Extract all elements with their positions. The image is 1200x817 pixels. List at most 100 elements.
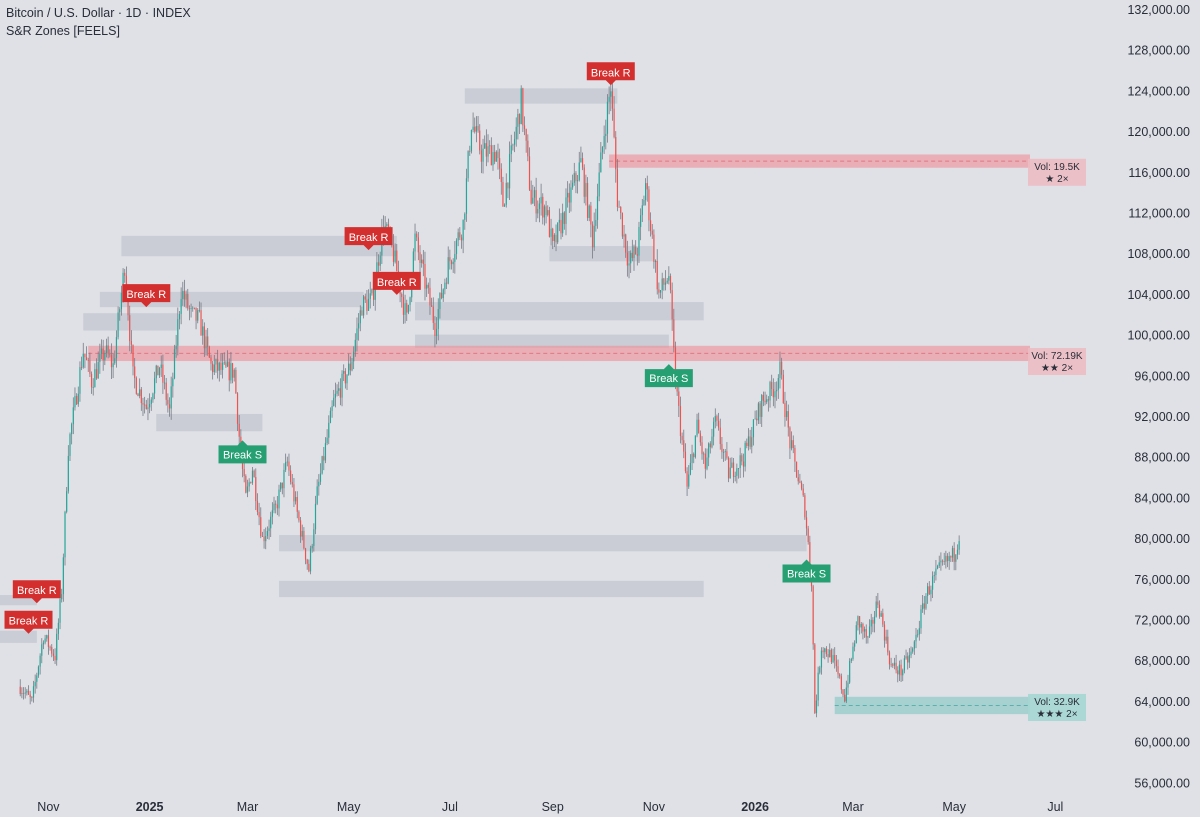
candle-down (613, 108, 615, 137)
zone-volume-label[interactable]: Vol: 32.9K★★★ 2× (1028, 693, 1086, 721)
candle-up (64, 511, 66, 558)
zone-volume-label[interactable]: Vol: 72.19K★★ 2× (1028, 348, 1086, 376)
candle-up (465, 178, 468, 214)
candle-down (825, 648, 828, 655)
break-r-label[interactable]: Break R (12, 580, 61, 604)
candle-down (651, 230, 653, 235)
candle-up (414, 233, 416, 252)
candle-up (329, 410, 332, 423)
candle-up (578, 162, 580, 181)
x-tick-label: May (337, 800, 361, 814)
candle-up (761, 395, 763, 417)
break-r-label[interactable]: Break R (122, 284, 171, 308)
x-tick-label: Mar (842, 800, 864, 814)
candle-up (532, 197, 534, 204)
candle-down (804, 495, 806, 518)
break-r-badge (372, 271, 421, 295)
candle-up (927, 586, 929, 596)
candle-up (79, 367, 81, 394)
candle-up (66, 491, 68, 512)
candle-up (922, 603, 924, 610)
candle-up (442, 289, 444, 299)
candle-down (718, 420, 720, 428)
sr-zones-layer (0, 88, 1031, 715)
x-tick-label: Nov (37, 800, 60, 814)
indicator-title[interactable]: S&R Zones [FEELS] (6, 24, 120, 38)
candle-down (193, 307, 196, 309)
candle-up (860, 623, 862, 628)
candle-down (236, 393, 239, 424)
candle-up (751, 437, 753, 447)
candle-down (872, 619, 874, 624)
candle-down (759, 403, 761, 417)
candle-up (363, 296, 365, 316)
candle-up (97, 362, 99, 379)
break-s-text: Break S (223, 449, 262, 461)
candle-down (298, 511, 300, 521)
candle-down (19, 686, 21, 694)
candle-down (727, 457, 730, 479)
candle-down (134, 366, 136, 378)
y-tick-label: 80,000.00 (1134, 532, 1190, 546)
price-axis[interactable]: 132,000.00 128,000.00 124,000.00 120,000.00… (1127, 3, 1190, 790)
candle-down (563, 212, 565, 224)
candle-up (885, 636, 887, 641)
candle-up (115, 337, 118, 359)
candle-up (537, 208, 539, 214)
candle-up (912, 648, 914, 652)
candle-down (732, 462, 735, 477)
candle-down (188, 308, 191, 310)
candle-up (265, 536, 267, 542)
break-r-label[interactable]: Break R (344, 227, 393, 251)
y-tick-label: 128,000.00 (1127, 44, 1190, 58)
candle-up (321, 456, 323, 474)
candle-down (422, 259, 424, 265)
candle-up (630, 252, 632, 264)
candle-down (220, 362, 222, 370)
candle-up (930, 589, 932, 595)
chart-symbol-title[interactable]: Bitcoin / U.S. Dollar · 1D · INDEX (6, 6, 191, 20)
candle-down (895, 662, 897, 671)
candle-up (955, 554, 957, 562)
candle-up (39, 655, 41, 667)
y-tick-label: 72,000.00 (1134, 614, 1190, 628)
candle-down (291, 481, 293, 485)
break-r-label[interactable]: Break R (4, 610, 53, 634)
candle-down (416, 233, 418, 238)
time-axis[interactable]: Nov 2025 Mar May Jul Sep Nov 2026 Mar May Jul (37, 800, 1063, 814)
candle-up (713, 421, 715, 437)
break-s-label[interactable]: Break S (218, 440, 267, 464)
candle-up (898, 664, 901, 675)
break-s-label[interactable]: Break S (644, 364, 693, 388)
candle-down (822, 650, 824, 653)
candle-down (401, 294, 403, 298)
candle-down (290, 470, 292, 482)
candle-up (185, 293, 187, 300)
candle-down (686, 471, 688, 487)
candle-up (724, 451, 726, 453)
candle-up (470, 129, 473, 152)
candle-down (144, 404, 146, 406)
break-s-label[interactable]: Break S (782, 559, 831, 583)
candle-down (89, 360, 91, 374)
candle-down (859, 616, 861, 628)
candle-down (834, 655, 836, 661)
zone-volume-label[interactable]: Vol: 19.5K★ 2× (1028, 158, 1086, 186)
candle-down (235, 369, 237, 394)
candle-up (729, 467, 731, 479)
break-r-label[interactable]: Break R (372, 271, 421, 295)
break-s-text: Break S (787, 568, 826, 580)
candle-up (213, 364, 215, 373)
candle-up (41, 644, 43, 656)
candle-down (756, 418, 758, 421)
x-tick-label: Nov (643, 800, 666, 814)
candle-up (577, 180, 579, 182)
break-r-label[interactable]: Break R (586, 62, 635, 86)
candle-down (709, 443, 711, 448)
candle-up (404, 303, 406, 315)
candle-down (372, 289, 375, 300)
candle-down (303, 530, 305, 549)
candle-up (59, 599, 61, 623)
neutral-zone (464, 88, 618, 104)
